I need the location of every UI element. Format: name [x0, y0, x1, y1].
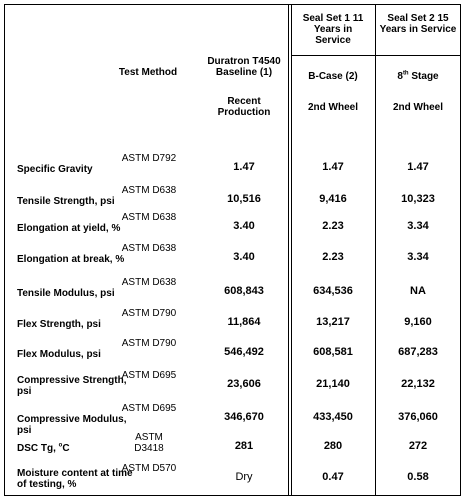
row-value-baseline: 1.47	[233, 161, 255, 173]
row-property-label: Elongation at yield, %	[17, 223, 121, 234]
column-divider	[291, 5, 292, 495]
row-value-seal1: 280	[323, 440, 343, 452]
row-property-label: Flex Strength, psi	[17, 319, 101, 330]
row-value-seal2: 10,323	[401, 193, 435, 205]
row-value-seal2: 3.34	[407, 220, 429, 232]
row-value-seal2: 9,160	[404, 316, 432, 328]
row-value-baseline: 23,606	[227, 378, 261, 390]
row-value-seal2: 0.58	[407, 471, 429, 483]
row-value-seal1: 13,217	[316, 316, 350, 328]
row-test-method: ASTM D790	[121, 338, 177, 349]
row-test-method: ASTM D570	[121, 463, 177, 474]
row-test-method: ASTM D638	[121, 277, 177, 288]
header-seal-set-2-wheel: 2nd Wheel	[392, 102, 443, 113]
row-value-baseline: 346,670	[224, 411, 264, 423]
row-value-seal1: 0.47	[322, 471, 344, 483]
row-value-seal1: 634,536	[313, 285, 353, 297]
row-test-method: ASTM D792	[121, 153, 177, 164]
row-property-label: DSC Tg, oC	[17, 442, 70, 454]
row-test-method: ASTM D638	[121, 243, 177, 254]
row-value-seal1: 2.23	[322, 220, 344, 232]
header-divider	[291, 55, 460, 56]
column-divider	[288, 5, 289, 495]
row-value-seal1: 9,416	[319, 193, 347, 205]
row-property-label: Moisture content at time of testing, %	[17, 468, 133, 490]
row-value-baseline: 3.40	[233, 220, 255, 232]
header-seal-set-1-location: B-Case (2)	[308, 71, 358, 82]
row-test-method: ASTM D695	[121, 370, 177, 381]
row-test-method: ASTM D638	[121, 212, 177, 223]
row-property-label: Compressive Modulus, psi	[17, 414, 127, 436]
row-property-label: Elongation at break, %	[17, 254, 125, 265]
row-test-method: ASTM D3418	[134, 432, 164, 454]
row-test-method: ASTM D790	[121, 308, 177, 319]
row-property-label: Tensile Modulus, psi	[17, 288, 115, 299]
header-recent-production: Recent Production	[217, 96, 271, 118]
header-seal-set-2-location: 8th Stage	[397, 70, 439, 82]
row-property-label: Specific Gravity	[17, 164, 93, 175]
row-value-seal2: 22,132	[401, 378, 435, 390]
row-value-baseline: Dry	[235, 471, 253, 483]
row-value-baseline: 546,492	[224, 346, 264, 358]
row-value-baseline: 608,843	[224, 285, 264, 297]
header-duratron: Duratron T4540 Baseline (1)	[207, 56, 281, 78]
row-property-label: Compressive Strength, psi	[17, 375, 127, 397]
row-value-baseline: 11,864	[227, 316, 261, 328]
header-test-method: Test Method	[118, 67, 178, 78]
column-divider	[375, 5, 376, 495]
row-property-label: Flex Modulus, psi	[17, 349, 101, 360]
row-value-seal1: 608,581	[313, 346, 353, 358]
row-value-seal1: 433,450	[313, 411, 353, 423]
row-value-seal2: 376,060	[398, 411, 438, 423]
properties-table: Test Method Duratron T4540 Baseline (1) …	[4, 4, 461, 496]
row-test-method: ASTM D695	[121, 403, 177, 414]
row-value-seal2: 1.47	[407, 161, 429, 173]
row-value-seal1: 21,140	[316, 378, 350, 390]
row-test-method: ASTM D638	[121, 185, 177, 196]
row-value-seal1: 2.23	[322, 251, 344, 263]
row-value-seal2: 272	[408, 440, 428, 452]
row-value-baseline: 10,516	[227, 193, 261, 205]
row-value-baseline: 281	[234, 440, 254, 452]
row-value-seal2: 687,283	[398, 346, 438, 358]
row-value-seal2: NA	[410, 285, 426, 297]
header-seal-set-1: Seal Set 1 11 Years in Service	[302, 13, 364, 46]
row-value-seal1: 1.47	[322, 161, 344, 173]
header-seal-set-2: Seal Set 2 15 Years in Service	[379, 13, 457, 35]
row-value-seal2: 3.34	[407, 251, 429, 263]
row-property-label: Tensile Strength, psi	[17, 196, 115, 207]
header-seal-set-1-wheel: 2nd Wheel	[307, 102, 358, 113]
row-value-baseline: 3.40	[233, 251, 255, 263]
